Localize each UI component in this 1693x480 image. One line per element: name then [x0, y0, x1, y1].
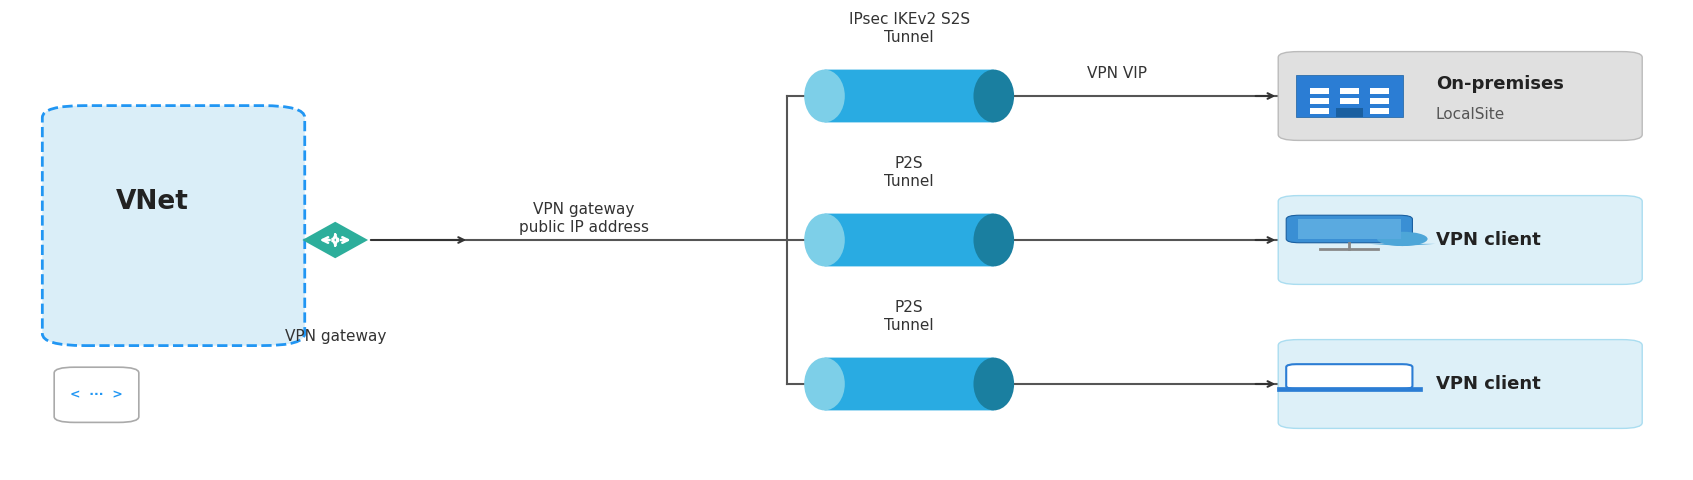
- FancyBboxPatch shape: [1339, 98, 1359, 104]
- Text: VPN client: VPN client: [1436, 231, 1541, 249]
- Text: P2S
Tunnel: P2S Tunnel: [884, 156, 935, 189]
- FancyBboxPatch shape: [1310, 108, 1329, 114]
- Text: VPN client: VPN client: [1436, 375, 1541, 393]
- Text: <  ···  >: < ··· >: [69, 388, 124, 401]
- FancyBboxPatch shape: [1310, 98, 1329, 104]
- FancyBboxPatch shape: [1297, 219, 1402, 240]
- FancyBboxPatch shape: [1278, 51, 1642, 140]
- FancyBboxPatch shape: [1295, 75, 1403, 117]
- Text: VNet: VNet: [117, 189, 190, 215]
- Text: VPN gateway: VPN gateway: [284, 328, 386, 344]
- FancyBboxPatch shape: [1278, 340, 1642, 428]
- Ellipse shape: [973, 214, 1014, 266]
- FancyBboxPatch shape: [1287, 364, 1412, 389]
- FancyBboxPatch shape: [1287, 215, 1412, 243]
- FancyBboxPatch shape: [824, 358, 994, 410]
- Text: VPN gateway
public IP address: VPN gateway public IP address: [520, 202, 648, 235]
- FancyBboxPatch shape: [1370, 108, 1388, 114]
- FancyBboxPatch shape: [1310, 88, 1329, 94]
- FancyBboxPatch shape: [1277, 387, 1422, 391]
- FancyBboxPatch shape: [824, 70, 994, 122]
- FancyBboxPatch shape: [824, 214, 994, 266]
- FancyBboxPatch shape: [1278, 196, 1642, 284]
- FancyBboxPatch shape: [1339, 108, 1359, 114]
- Circle shape: [1376, 232, 1427, 246]
- FancyBboxPatch shape: [1370, 88, 1388, 94]
- Text: On-premises: On-premises: [1436, 75, 1564, 93]
- Text: IPsec IKEv2 S2S
Tunnel: IPsec IKEv2 S2S Tunnel: [848, 12, 970, 45]
- Text: LocalSite: LocalSite: [1436, 107, 1505, 122]
- Ellipse shape: [804, 214, 845, 266]
- FancyBboxPatch shape: [1370, 98, 1388, 104]
- FancyBboxPatch shape: [42, 106, 305, 346]
- Ellipse shape: [973, 70, 1014, 122]
- Ellipse shape: [804, 358, 845, 410]
- Polygon shape: [1370, 244, 1436, 246]
- Ellipse shape: [804, 70, 845, 122]
- FancyBboxPatch shape: [1339, 88, 1359, 94]
- FancyBboxPatch shape: [1336, 108, 1363, 117]
- Ellipse shape: [973, 358, 1014, 410]
- Text: P2S
Tunnel: P2S Tunnel: [884, 300, 935, 333]
- Text: VPN VIP: VPN VIP: [1087, 66, 1148, 81]
- Polygon shape: [303, 222, 367, 258]
- FancyBboxPatch shape: [54, 367, 139, 422]
